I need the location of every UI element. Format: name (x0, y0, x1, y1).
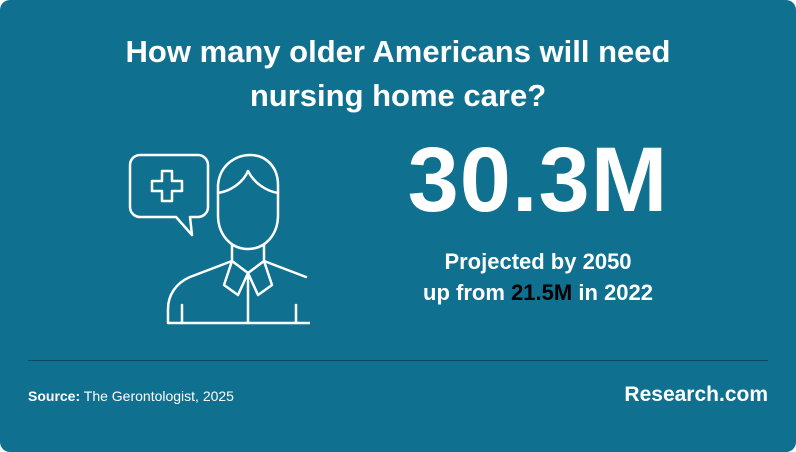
doctor-icon (128, 153, 310, 325)
comparison-value: 21.5M (511, 280, 573, 305)
divider (28, 360, 768, 361)
brand-logo: Research.com (624, 383, 768, 406)
stat-caption: Projected by 2050 (444, 249, 632, 274)
headline-stat: 30.3M (407, 129, 669, 231)
source: Source: The Gerontologist, 2025 (28, 386, 234, 406)
stat-comparison: up from 21.5M in 2022 (380, 278, 696, 308)
comparison-text: up from (423, 280, 505, 305)
title: How many older Americans will need nursi… (125, 34, 671, 113)
comparison-text: in 2022 (578, 280, 653, 305)
source-label: Source: (28, 388, 81, 404)
source-text: The Gerontologist, 2025 (83, 388, 234, 404)
